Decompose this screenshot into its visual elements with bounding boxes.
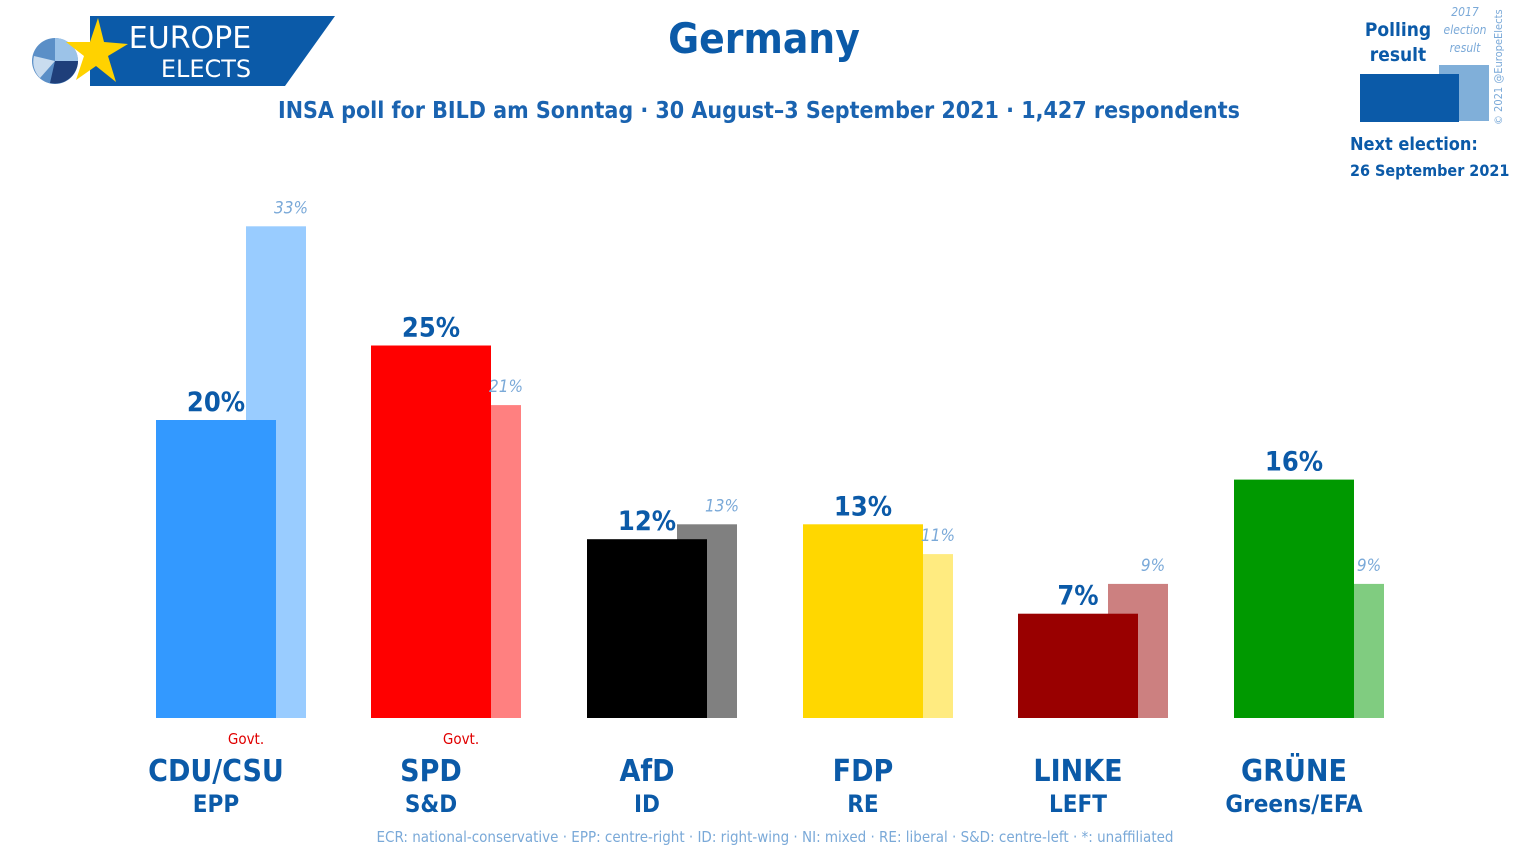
party-group: LEFT — [1049, 790, 1107, 818]
prev-value-label: 9% — [1141, 556, 1165, 576]
poll-bar — [1018, 613, 1138, 718]
next-election-date: 26 September 2021 — [1350, 161, 1510, 180]
poll-bar — [156, 420, 276, 718]
poll-value-label: 13% — [834, 491, 892, 522]
legend-prev-label: 2017 election result — [1440, 3, 1490, 57]
legend-prev-line2: election — [1443, 23, 1487, 37]
govt-label: Govt. — [228, 730, 264, 748]
prev-value-label: 11% — [921, 526, 955, 546]
legend-poll-swatch — [1360, 74, 1459, 122]
poll-value-label: 25% — [402, 313, 460, 344]
prev-value-label: 9% — [1357, 556, 1381, 576]
party-group: Greens/EFA — [1225, 790, 1363, 818]
poll-bar — [1234, 479, 1354, 718]
poll-value-label: 7% — [1057, 581, 1098, 612]
europe-elects-logo: EUROPE ELECTS — [30, 16, 335, 86]
chart-subtitle: INSA poll for BILD am Sonntag · 30 Augus… — [278, 98, 1240, 124]
chart-title: Germany — [668, 14, 860, 63]
prev-value-label: 33% — [274, 198, 308, 218]
poll-bar — [587, 539, 707, 718]
poll-bar — [371, 345, 491, 718]
govt-label: Govt. — [443, 730, 479, 748]
poll-value-label: 16% — [1265, 447, 1323, 478]
logo-text-2: ELECTS — [161, 55, 251, 83]
legend-prev-year: 2017 — [1451, 5, 1479, 19]
poll-value-label: 20% — [187, 387, 245, 418]
party-group: EPP — [193, 790, 239, 818]
party-group: ID — [634, 790, 660, 818]
poll-value-label: 12% — [618, 506, 676, 537]
next-election: Next election: 26 September 2021 — [1350, 132, 1509, 184]
next-election-label: Next election: — [1350, 134, 1478, 155]
poll-bar — [803, 524, 923, 718]
legend-poll-label: Polling result — [1364, 19, 1432, 66]
party-name: GRÜNE — [1241, 752, 1347, 789]
party-group: S&D — [405, 790, 457, 818]
legend-prev-line3: result — [1449, 41, 1481, 55]
prev-value-label: 21% — [489, 377, 523, 397]
party-name: SPD — [400, 754, 462, 789]
logo-text-1: EUROPE — [129, 21, 251, 56]
party-group: RE — [847, 790, 878, 818]
party-name: LINKE — [1033, 754, 1122, 789]
party-name: FDP — [833, 754, 894, 789]
prev-value-label: 13% — [705, 496, 739, 516]
footer-note: ECR: national-conservative · EPP: centre… — [376, 828, 1174, 846]
party-name: CDU/CSU — [148, 754, 284, 789]
party-name: AfD — [619, 754, 674, 789]
